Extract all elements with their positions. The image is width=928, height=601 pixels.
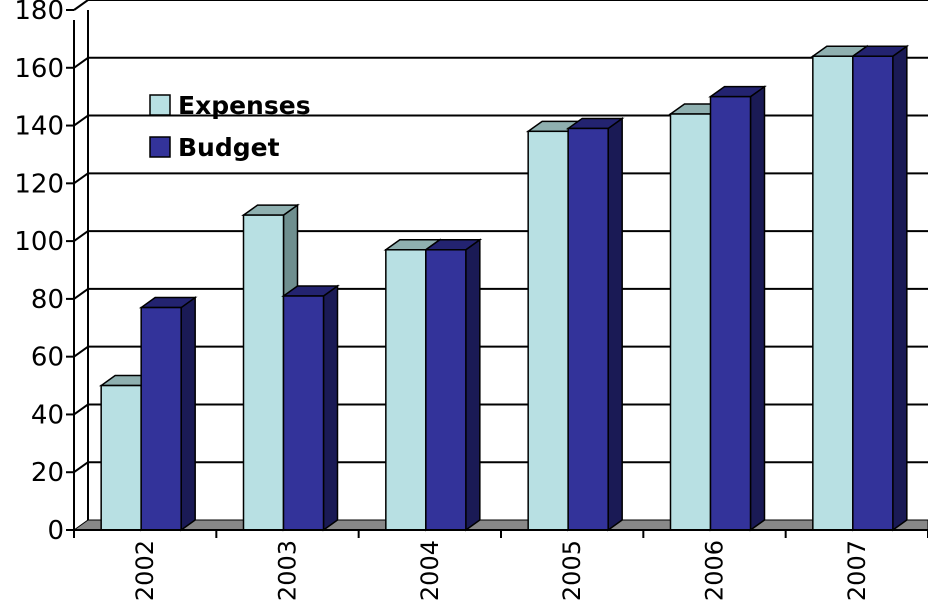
bar-budget-2005 [567, 127, 609, 531]
y-tick-label: 0 [47, 516, 64, 546]
y-tick-label: 160 [14, 54, 64, 84]
legend-swatch-expenses [149, 94, 171, 116]
gridline-side [73, 461, 89, 474]
gridline-side [73, 230, 89, 242]
gridline-side [73, 345, 89, 358]
x-tick-label: 2003 [274, 540, 302, 601]
bar-expenses-2006 [669, 113, 712, 531]
legend-swatch-budget [149, 136, 171, 158]
gridline-side [73, 288, 89, 300]
legend-label-expenses: Expenses [178, 91, 311, 120]
bar-side-budget-2004 [465, 238, 481, 532]
legend-label-budget: Budget [178, 133, 280, 162]
bar-budget-2007 [852, 55, 894, 531]
legend: Expenses Budget [149, 91, 311, 162]
bar-side-budget-2006 [749, 85, 766, 532]
y-tick-label: 180 [14, 0, 64, 26]
x-tick-label: 2005 [558, 540, 586, 601]
bar-expenses-2004 [385, 249, 427, 531]
gridline-side [73, 0, 89, 11]
bar-side-budget-2007 [892, 44, 908, 532]
bar-expenses-2005 [527, 130, 569, 531]
bar-expenses-2003 [242, 214, 285, 531]
bar-budget-2002 [140, 306, 182, 531]
x-tick-label: 2004 [416, 540, 444, 601]
y-tick-label: 20 [31, 458, 64, 488]
floor-slab [72, 519, 928, 531]
x-tick-label: 2007 [843, 540, 871, 601]
gridlines [73, 0, 928, 530]
bar-expenses-2002 [100, 384, 142, 531]
bars [98, 44, 910, 532]
bar-budget-2006 [709, 95, 752, 531]
y-tick-label: 40 [31, 400, 64, 430]
bar-budget-2004 [425, 249, 467, 531]
bar-side-budget-2003 [322, 284, 339, 532]
gridline-side [73, 114, 89, 127]
bar-side-budget-2005 [607, 116, 623, 532]
y-tick-label: 80 [31, 285, 64, 315]
y-tick-label: 140 [14, 112, 64, 142]
bar-budget-2003 [282, 295, 325, 531]
bar-expenses-2007 [812, 55, 854, 531]
gridline-side [73, 403, 89, 416]
x-tick-label: 2002 [131, 540, 159, 601]
axes: 0 20 40 60 80 100 120 140 160 180 2002 2003 2004 2005… [14, 0, 928, 601]
y-tick-label: 60 [31, 343, 64, 373]
gridline-side [73, 56, 89, 69]
y-tick-label: 100 [14, 227, 64, 257]
bar-side-budget-2002 [180, 296, 196, 532]
y-tick-label: 120 [14, 169, 64, 199]
gridline-side [73, 172, 89, 185]
x-tick-label: 2006 [701, 540, 729, 601]
chart-floor [72, 519, 928, 531]
